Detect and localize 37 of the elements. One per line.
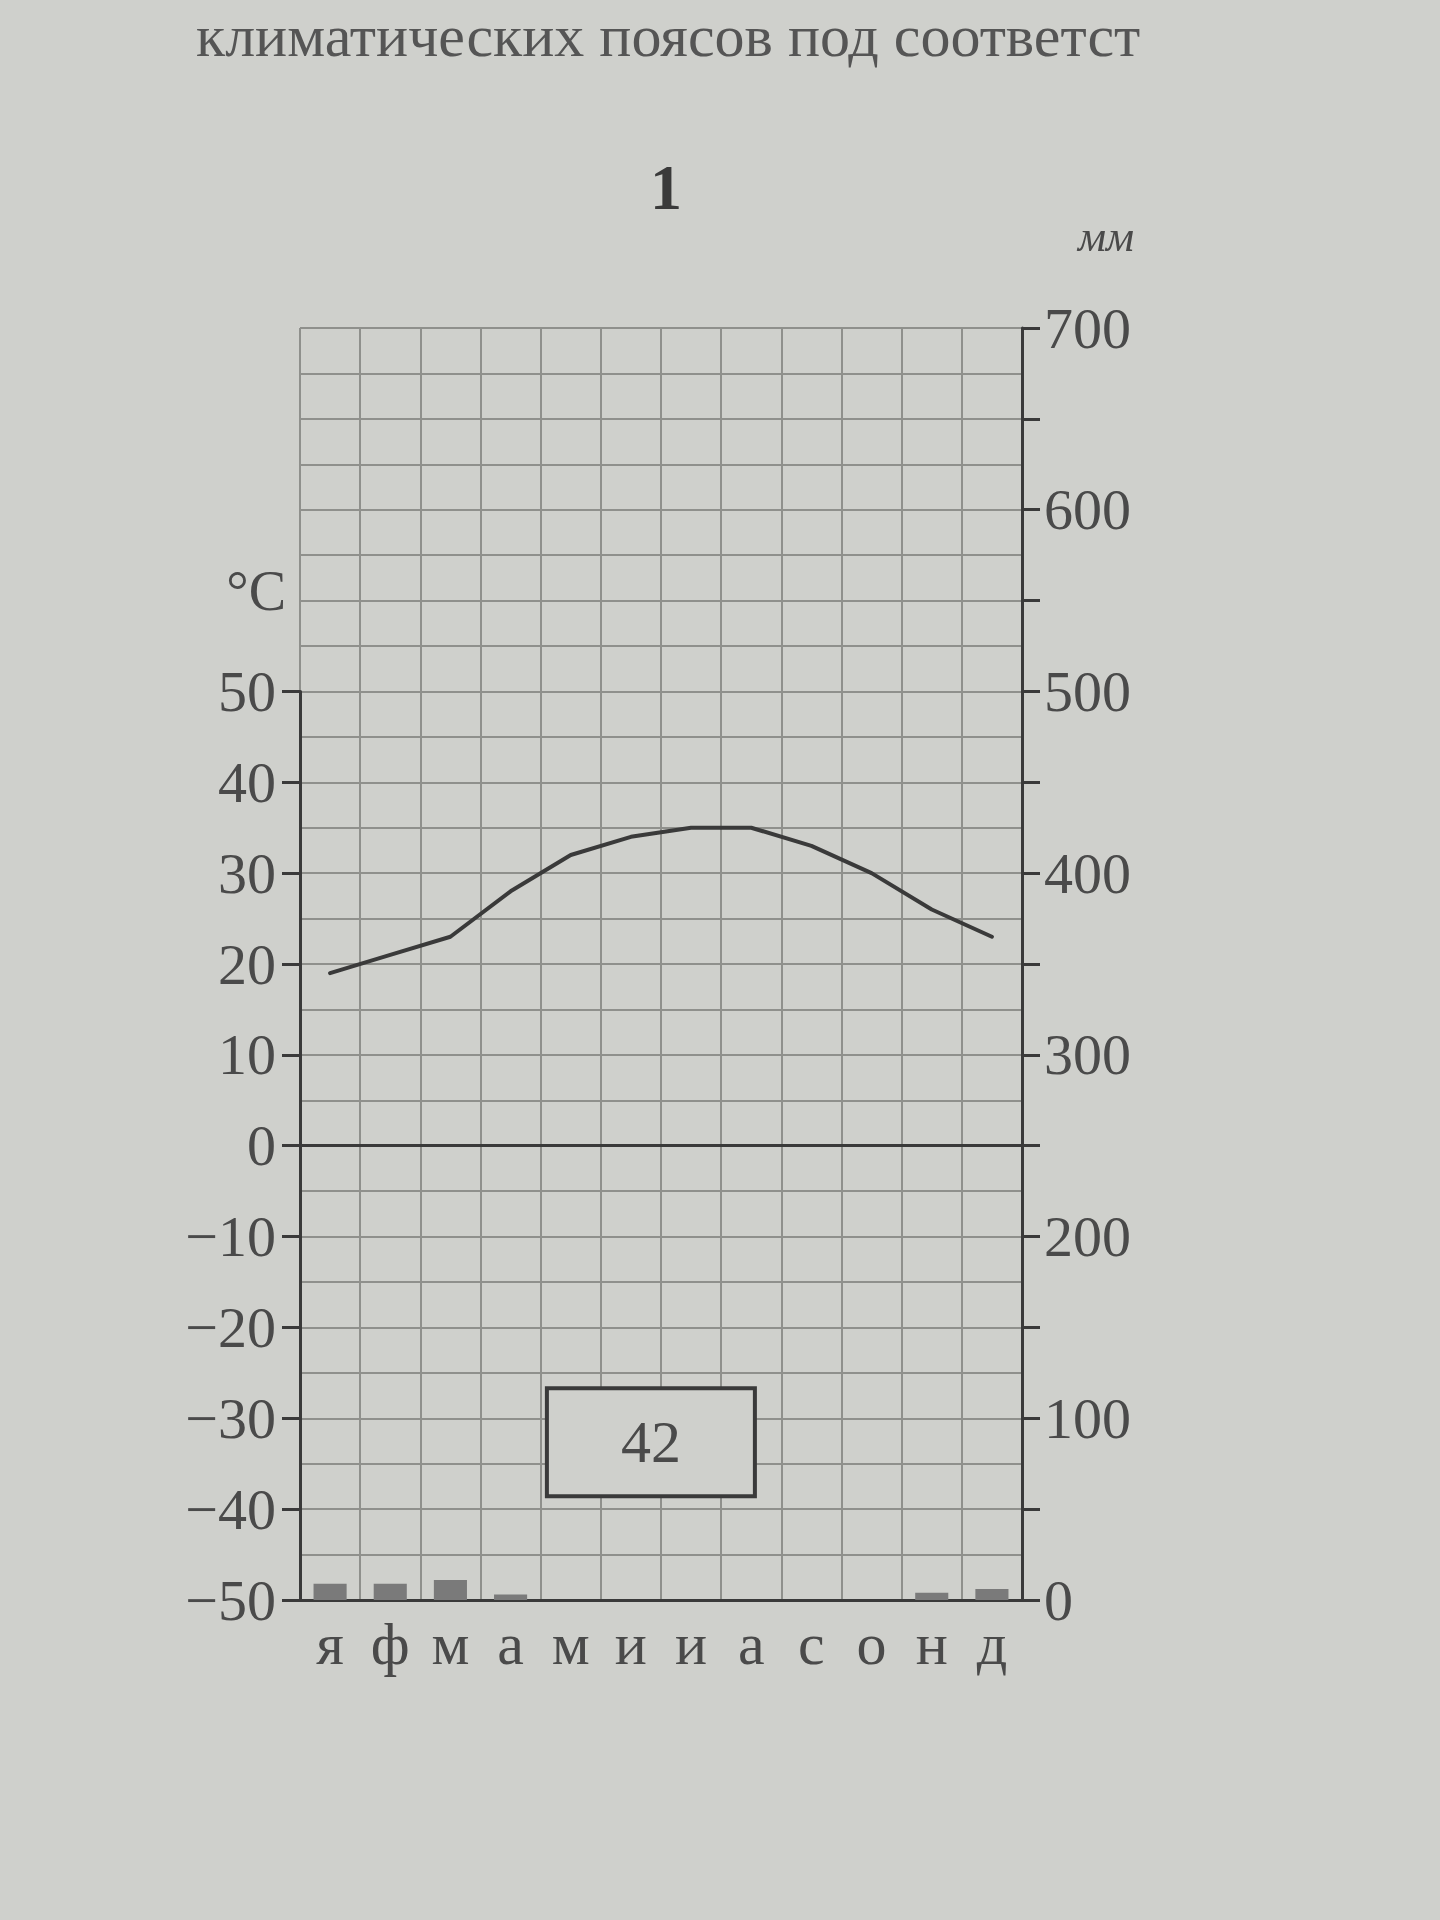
x-tick-label: м: [431, 1611, 470, 1677]
y-tick-label: −50: [185, 1567, 276, 1633]
y-tick-label: −10: [185, 1204, 276, 1270]
x-tick-label: м: [551, 1611, 590, 1677]
y2-tick-label: 400: [1044, 840, 1131, 906]
x-tick-label: о: [856, 1611, 887, 1677]
x-tick-label: с: [798, 1611, 825, 1677]
x-tick-label: ф: [370, 1611, 410, 1677]
y2-tick-label: 600: [1044, 477, 1131, 543]
x-tick-label: я: [316, 1611, 344, 1677]
y2-tick-label: 100: [1044, 1385, 1131, 1451]
y-tick-label: 40: [218, 749, 276, 815]
chart-title: 1: [650, 151, 682, 223]
y2-tick-label: 700: [1044, 295, 1131, 361]
line-series: [328, 825, 994, 976]
y2-tick-label: 300: [1044, 1022, 1131, 1088]
x-tick-label: и: [675, 1611, 708, 1677]
x-tick-label: д: [976, 1611, 1008, 1677]
x-tick-label: а: [497, 1611, 524, 1677]
y-tick-label: 10: [218, 1022, 276, 1088]
y2-tick-label: 500: [1044, 658, 1131, 724]
y-tick-label: −30: [185, 1385, 276, 1451]
y-tick-label: 0: [247, 1113, 276, 1179]
annotation: 42: [620, 1409, 681, 1476]
y-tick-label: −40: [185, 1476, 276, 1542]
x-tick-label: и: [614, 1611, 647, 1677]
y2-tick-label: 200: [1044, 1204, 1131, 1270]
y-tick-label: −20: [185, 1294, 276, 1360]
text: климатических поясов под соответст: [196, 3, 1141, 69]
y2-tick-label: 0: [1044, 1567, 1073, 1633]
x-tick-label: н: [915, 1611, 948, 1677]
y-tick-label: 20: [218, 931, 276, 997]
y-axis-title: °C: [226, 560, 286, 623]
y2-axis-title: мм: [1076, 211, 1135, 261]
y-tick-label: 30: [218, 840, 276, 906]
y-tick-label: 50: [218, 658, 276, 724]
x-tick-label: а: [737, 1611, 765, 1677]
